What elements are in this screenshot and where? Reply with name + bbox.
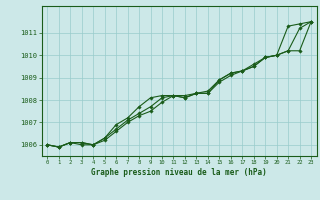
X-axis label: Graphe pression niveau de la mer (hPa): Graphe pression niveau de la mer (hPa) (91, 168, 267, 177)
